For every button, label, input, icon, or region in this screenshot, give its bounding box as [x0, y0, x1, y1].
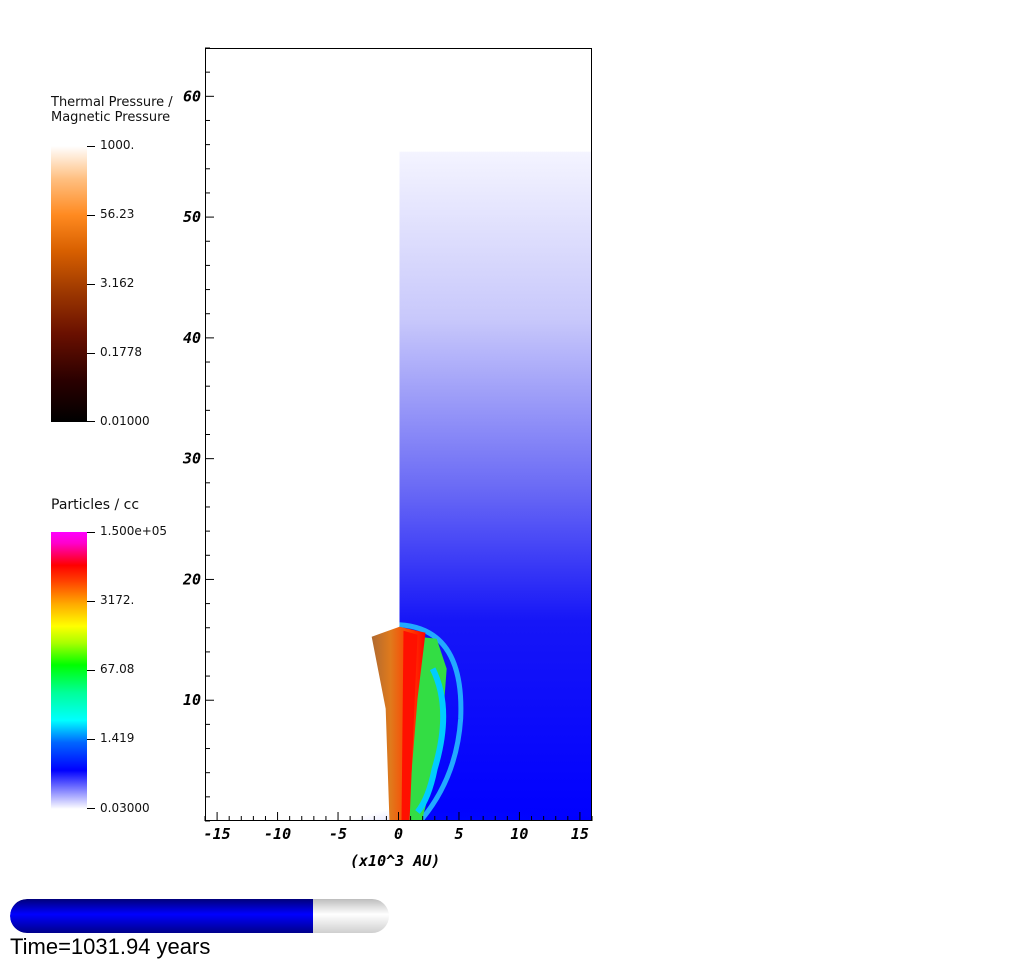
- density-tick-label: 1.500e+05: [100, 524, 168, 538]
- x-axis-label: (x10^3 AU): [350, 852, 441, 870]
- time-progress-fill: [10, 899, 314, 933]
- density-tick-mark: [87, 808, 95, 809]
- x-tick-label: -5: [329, 825, 347, 843]
- plot-area: [205, 48, 592, 821]
- x-tick-label: 10: [510, 825, 528, 843]
- x-tick-label: -10: [264, 825, 291, 843]
- axis-ticks: -15 -10 -5 0 5 10 15 10 20 30 40 50 60: [182, 47, 593, 843]
- inner-turbulence: [415, 667, 447, 814]
- y-tick-label: 50: [183, 208, 201, 226]
- jet-core: [401, 630, 418, 820]
- y-tick-label: 30: [182, 450, 201, 468]
- thermal-tick-mark: [87, 215, 95, 216]
- time-progress-bar: [10, 899, 389, 933]
- y-tick-label: 10: [183, 691, 201, 709]
- thermal-legend-title: Thermal Pressure / Magnetic Pressure: [51, 95, 173, 125]
- y-tick-label: 20: [182, 570, 201, 588]
- x-tick-label: 15: [571, 825, 589, 843]
- density-tick-label: 0.03000: [100, 801, 150, 815]
- thermal-tick-label: 56.23: [100, 207, 135, 221]
- density-tick-mark: [87, 739, 95, 740]
- x-tick-label: -15: [204, 825, 231, 843]
- density-tick-mark: [87, 670, 95, 671]
- thermal-tick-mark: [87, 284, 95, 285]
- density-tick-label: 67.08: [100, 662, 135, 676]
- density-tick-mark: [87, 532, 95, 533]
- thermal-tick-label: 0.1778: [100, 345, 142, 359]
- density-tick-label: 1.419: [100, 731, 135, 745]
- thermal-tick-mark: [87, 421, 95, 422]
- thermal-tick-label: 1000.: [100, 138, 135, 152]
- thermal-tick-label: 3.162: [100, 276, 135, 290]
- y-tick-label: 40: [183, 329, 201, 347]
- thermal-colorbar: [51, 146, 87, 422]
- thermal-legend-title-line2: Magnetic Pressure: [51, 110, 171, 125]
- time-label: Time=1031.94 years: [10, 934, 211, 959]
- thermal-tick-mark: [87, 353, 95, 354]
- thermal-tick-label: 0.01000: [100, 414, 150, 428]
- bow-shock-shell: [399, 622, 464, 820]
- field-rendering: [278, 151, 591, 820]
- density-legend-title: Particles / cc: [51, 497, 140, 513]
- y-tick-label: 60: [183, 87, 201, 105]
- field-layer: [278, 151, 591, 820]
- density-colorbar: [51, 532, 87, 809]
- density-tick-mark: [87, 601, 95, 602]
- density-tick-label: 3172.: [100, 593, 135, 607]
- thermal-legend-title-line1: Thermal Pressure /: [51, 95, 173, 110]
- thermal-tick-mark: [87, 146, 95, 147]
- x-tick-label: 5: [454, 825, 463, 843]
- x-tick-label: 0: [394, 825, 403, 843]
